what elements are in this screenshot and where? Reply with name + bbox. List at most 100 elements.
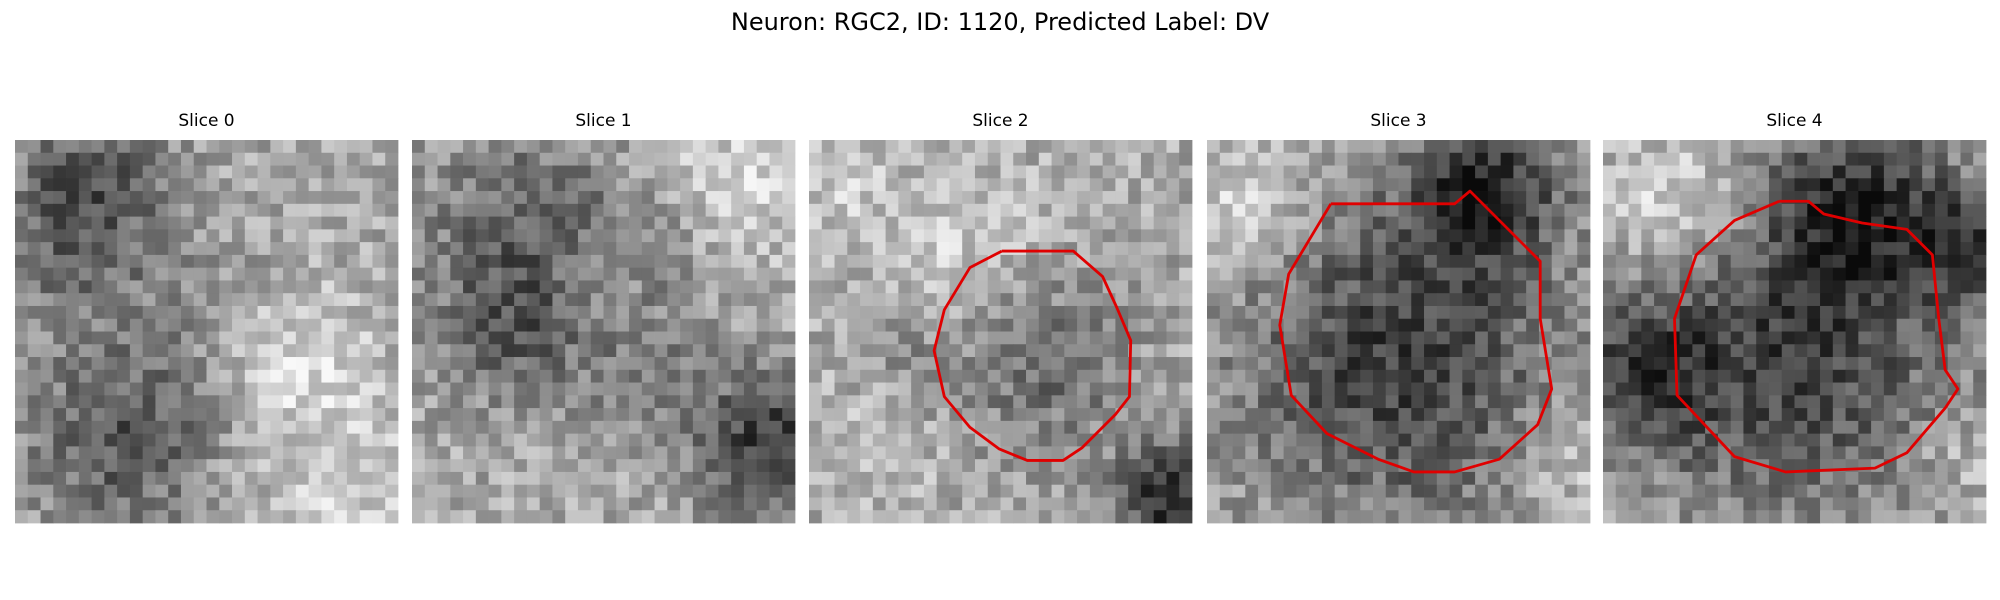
pixel [629, 203, 643, 217]
pixel [66, 280, 80, 294]
pixel [1858, 152, 1872, 166]
pixel [911, 408, 925, 422]
pixel [1615, 395, 1629, 409]
pixel [91, 357, 105, 371]
pixel [1526, 152, 1540, 166]
pixel [1768, 165, 1783, 179]
pixel [616, 242, 630, 256]
pixel [1820, 510, 1834, 524]
pixel [1538, 433, 1553, 447]
pixel [987, 280, 1001, 294]
pixel [1347, 242, 1361, 256]
pixel [78, 395, 92, 409]
pixel [692, 178, 707, 192]
pixel [1500, 510, 1514, 524]
pixel [129, 369, 144, 383]
pixel [1871, 267, 1885, 281]
pixel [1768, 471, 1783, 486]
pixel [1973, 140, 1987, 154]
pixel [1372, 229, 1387, 243]
pixel [1756, 305, 1770, 320]
pixel [475, 446, 489, 460]
pixel [1077, 203, 1091, 217]
pixel [1436, 433, 1450, 447]
pixel [1794, 280, 1808, 294]
pixel [1013, 229, 1027, 243]
pixel [15, 280, 29, 294]
pixel [270, 484, 284, 498]
pixel [91, 242, 105, 256]
pixel [667, 446, 681, 460]
pixel [295, 165, 310, 179]
pixel [1679, 433, 1693, 447]
pixel [321, 382, 335, 396]
pixel [1526, 331, 1540, 345]
pixel [987, 165, 1001, 179]
pixel [1883, 344, 1898, 358]
pixel [1577, 242, 1591, 256]
pixel [117, 267, 131, 281]
pixel [1000, 191, 1014, 205]
pixel [219, 280, 233, 294]
pixel [91, 471, 105, 486]
pixel [308, 140, 322, 154]
pixel [270, 165, 284, 179]
pixel [15, 305, 29, 320]
pixel [385, 382, 399, 396]
pixel [270, 433, 284, 447]
pixel [1051, 344, 1065, 358]
pixel [1372, 459, 1387, 473]
pixel [40, 293, 54, 307]
pixel [1424, 510, 1438, 524]
pixel [1513, 369, 1527, 383]
pixel [1807, 344, 1821, 358]
pixel [1858, 420, 1872, 435]
pixel [962, 459, 976, 473]
pixel [1717, 484, 1732, 498]
pixel [769, 446, 783, 460]
pixel [66, 267, 80, 281]
pixel [1166, 408, 1180, 422]
pixel [463, 344, 477, 358]
pixel [923, 433, 938, 447]
pixel [1102, 152, 1116, 166]
pixel [667, 191, 681, 205]
pixel [911, 267, 925, 281]
pixel [898, 254, 912, 269]
pixel [923, 471, 938, 486]
pixel [40, 484, 54, 498]
pixel [590, 280, 604, 294]
pixel [1411, 229, 1425, 243]
pixel [1360, 203, 1374, 217]
pixel [514, 293, 528, 307]
pixel [987, 293, 1001, 307]
pixel [731, 369, 745, 383]
pixel [15, 293, 29, 307]
pixel [168, 254, 182, 269]
pixel [412, 267, 426, 281]
pixel [1140, 510, 1155, 524]
pixel [1347, 433, 1361, 447]
pixel [1219, 242, 1233, 256]
pixel [1179, 318, 1193, 332]
pixel [1641, 318, 1655, 332]
pixel [1922, 318, 1936, 332]
pixel [718, 267, 732, 281]
pixel [718, 254, 732, 269]
pixel [809, 203, 823, 217]
pixel [821, 203, 835, 217]
pixel [834, 395, 848, 409]
pixel [1436, 420, 1450, 435]
pixel [1858, 165, 1872, 179]
pixel [1436, 216, 1450, 230]
pixel [1411, 318, 1425, 332]
pixel [1321, 305, 1336, 320]
pixel [1973, 382, 1987, 396]
pixel [1347, 254, 1361, 269]
pixel [1153, 305, 1167, 320]
pixel [78, 280, 92, 294]
pixel [1526, 318, 1540, 332]
pixel [40, 229, 54, 243]
pixel [1794, 229, 1808, 243]
pixel [1909, 165, 1923, 179]
